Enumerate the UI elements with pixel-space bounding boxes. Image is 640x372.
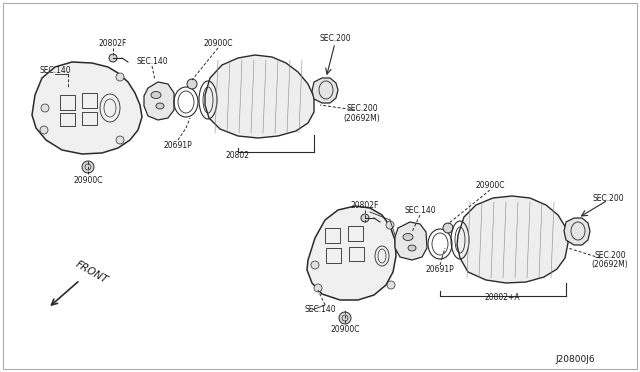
Circle shape (116, 73, 124, 81)
Text: SEC.140: SEC.140 (304, 305, 336, 314)
Polygon shape (457, 196, 568, 283)
Circle shape (387, 281, 395, 289)
Circle shape (109, 54, 117, 62)
Text: SEC.200: SEC.200 (346, 103, 378, 112)
Text: 20900C: 20900C (330, 326, 360, 334)
Polygon shape (564, 218, 590, 245)
Circle shape (41, 104, 49, 112)
Ellipse shape (408, 245, 416, 251)
Text: 20802F: 20802F (99, 38, 127, 48)
Text: 20691P: 20691P (164, 141, 193, 150)
Ellipse shape (156, 103, 164, 109)
Text: SEC.140: SEC.140 (136, 57, 168, 65)
Polygon shape (205, 55, 314, 138)
Text: SEC.200: SEC.200 (594, 250, 626, 260)
Polygon shape (395, 222, 427, 260)
Polygon shape (32, 62, 142, 154)
Circle shape (116, 136, 124, 144)
Circle shape (40, 126, 48, 134)
Text: 20900C: 20900C (73, 176, 103, 185)
Text: 20691P: 20691P (426, 266, 454, 275)
Polygon shape (144, 82, 174, 120)
Circle shape (443, 223, 453, 233)
Ellipse shape (151, 92, 161, 99)
Text: SEC.200: SEC.200 (319, 33, 351, 42)
Ellipse shape (403, 234, 413, 241)
Circle shape (361, 214, 369, 222)
Text: J20800J6: J20800J6 (555, 356, 595, 365)
Text: 20802F: 20802F (351, 201, 379, 209)
Circle shape (187, 79, 197, 89)
Polygon shape (307, 206, 396, 300)
Circle shape (82, 161, 94, 173)
Circle shape (339, 312, 351, 324)
Text: SEC.140: SEC.140 (404, 205, 436, 215)
Text: (20692M): (20692M) (344, 113, 380, 122)
Text: FRONT: FRONT (74, 259, 110, 285)
Circle shape (311, 261, 319, 269)
Text: SEC.200: SEC.200 (592, 193, 624, 202)
Text: 20802: 20802 (226, 151, 250, 160)
Circle shape (386, 221, 394, 229)
Text: 20802+A: 20802+A (484, 294, 520, 302)
Text: 20900C: 20900C (204, 38, 233, 48)
Text: 20900C: 20900C (476, 180, 505, 189)
Text: SEC.140: SEC.140 (39, 65, 71, 74)
Text: (20692M): (20692M) (591, 260, 628, 269)
Circle shape (314, 284, 322, 292)
Polygon shape (312, 78, 338, 103)
